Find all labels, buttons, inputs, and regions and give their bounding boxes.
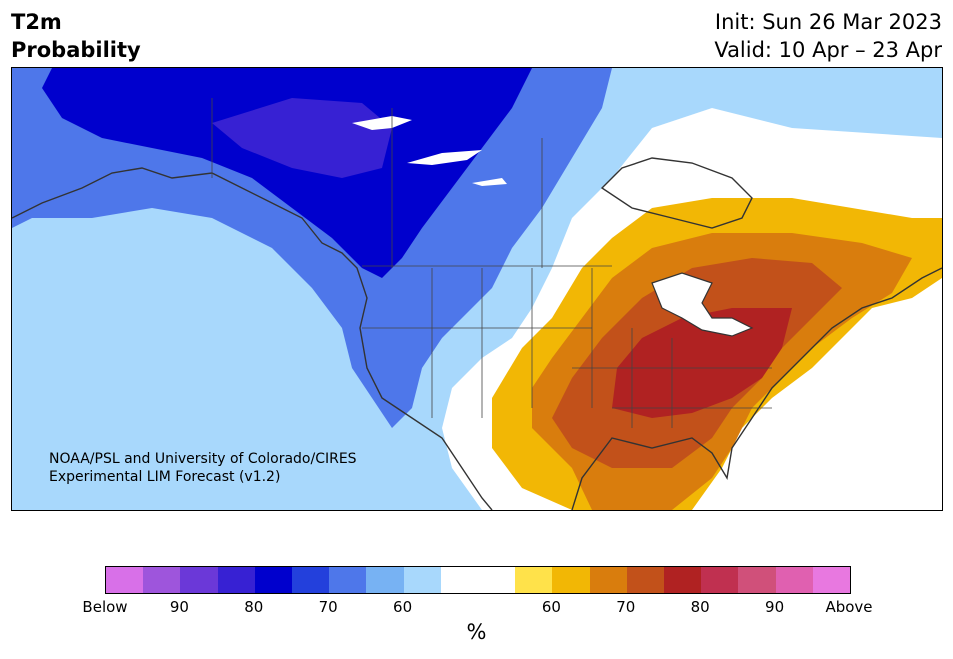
colorbar-segment (329, 567, 367, 593)
colorbar-segment (738, 567, 776, 593)
lake-winnipeg (472, 178, 507, 186)
borders (211, 98, 772, 428)
gulf-coast (571, 267, 942, 510)
colorbar-segment (626, 567, 665, 593)
colorbar-segment (515, 567, 553, 593)
colorbar-tick-label: 60 (541, 598, 561, 616)
colorbar-segment (440, 567, 479, 593)
colorbar-segment (775, 567, 813, 593)
colorbar-segment (292, 567, 330, 593)
init-date: Init: Sun 26 Mar 2023 (714, 10, 942, 34)
lake-athabasca (352, 116, 412, 130)
colorbar-segment (812, 567, 851, 593)
colorbar-tick-label: 90 (169, 598, 189, 616)
colorbar-segment (217, 567, 255, 593)
coastline (12, 167, 493, 510)
credit-line-1: NOAA/PSL and University of Colorado/CIRE… (49, 451, 357, 467)
product-label: Probability (11, 38, 141, 62)
colorbar-segment (478, 567, 516, 593)
colorbar-segment (589, 567, 627, 593)
hudson-bay-coast (600, 157, 753, 229)
colorbar-units: % (466, 620, 487, 644)
colorbar-segment (106, 567, 144, 593)
below-85-region (212, 98, 392, 178)
colorbar-tick-label: 70 (318, 598, 338, 616)
date-info: Init: Sun 26 Mar 2023 Valid: 10 Apr – 23… (714, 8, 942, 64)
colorbar-segment (701, 567, 739, 593)
colorbar-ticks: Below 90 80 70 60 60 70 80 90 Above (0, 598, 953, 620)
colorbar-tick-label: 70 (616, 598, 636, 616)
probability-map: NOAA/PSL and University of Colorado/CIRE… (11, 67, 943, 511)
valid-range: Valid: 10 Apr – 23 Apr (714, 38, 942, 62)
colorbar-segment (366, 567, 404, 593)
colorbar-tick-label: 80 (690, 598, 710, 616)
colorbar-tick-label: Above (825, 598, 873, 616)
map-svg (12, 68, 942, 510)
colorbar-segment (552, 567, 590, 593)
colorbar-tick-label: 90 (765, 598, 785, 616)
colorbar (105, 566, 851, 594)
colorbar-segment (664, 567, 702, 593)
credit-text: NOAA/PSL and University of Colorado/CIRE… (49, 450, 357, 486)
above-80-region (612, 308, 792, 418)
chart-title: T2m Probability (11, 8, 141, 64)
variable-label: T2m (11, 10, 62, 34)
great-slave-lake (407, 150, 482, 165)
colorbar-segment (180, 567, 218, 593)
colorbar-tick-label: 80 (244, 598, 264, 616)
colorbar-tick-label: Below (82, 598, 128, 616)
colorbar-segment (143, 567, 181, 593)
credit-line-2: Experimental LIM Forecast (v1.2) (49, 469, 281, 485)
colorbar-segment (403, 567, 441, 593)
great-lakes (651, 272, 754, 337)
colorbar-segment (254, 567, 293, 593)
colorbar-tick-label: 60 (393, 598, 413, 616)
